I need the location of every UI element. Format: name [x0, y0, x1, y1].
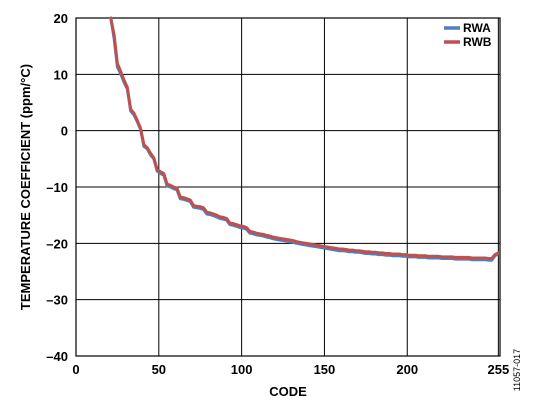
x-tick-label: 100	[231, 362, 253, 377]
series-layer	[109, 16, 500, 262]
y-axis-title: TEMPERATURE COEFFICIENT (ppm/°C)	[18, 64, 33, 310]
y-tick-label: 10	[54, 67, 68, 82]
y-tick-label: –30	[46, 293, 68, 308]
x-tick-label: 255	[487, 362, 509, 377]
y-tick-labels: 20 10 0 –10 –20 –30 –40	[46, 11, 68, 364]
x-tick-label: 200	[396, 362, 418, 377]
grid	[76, 18, 500, 356]
x-axis-title: CODE	[269, 384, 307, 399]
figure-id: 11057-017	[512, 349, 522, 391]
legend-label-rwb: RWB	[463, 35, 492, 49]
x-tick-label: 150	[314, 362, 336, 377]
y-tick-label: –10	[46, 180, 68, 195]
series-line-rwa	[109, 16, 500, 262]
y-tick-label: 0	[61, 124, 68, 139]
x-tick-label: 0	[72, 362, 79, 377]
x-tick-labels: 0 50 100 150 200 255	[72, 362, 509, 377]
y-tick-label: 20	[54, 11, 68, 26]
series-line-rwb	[109, 16, 500, 260]
legend-label-rwa: RWA	[463, 21, 491, 35]
x-tick-label: 50	[152, 362, 166, 377]
y-tick-label: –20	[46, 236, 68, 251]
y-tick-label: –40	[46, 349, 68, 364]
plot-frame	[75, 17, 501, 357]
